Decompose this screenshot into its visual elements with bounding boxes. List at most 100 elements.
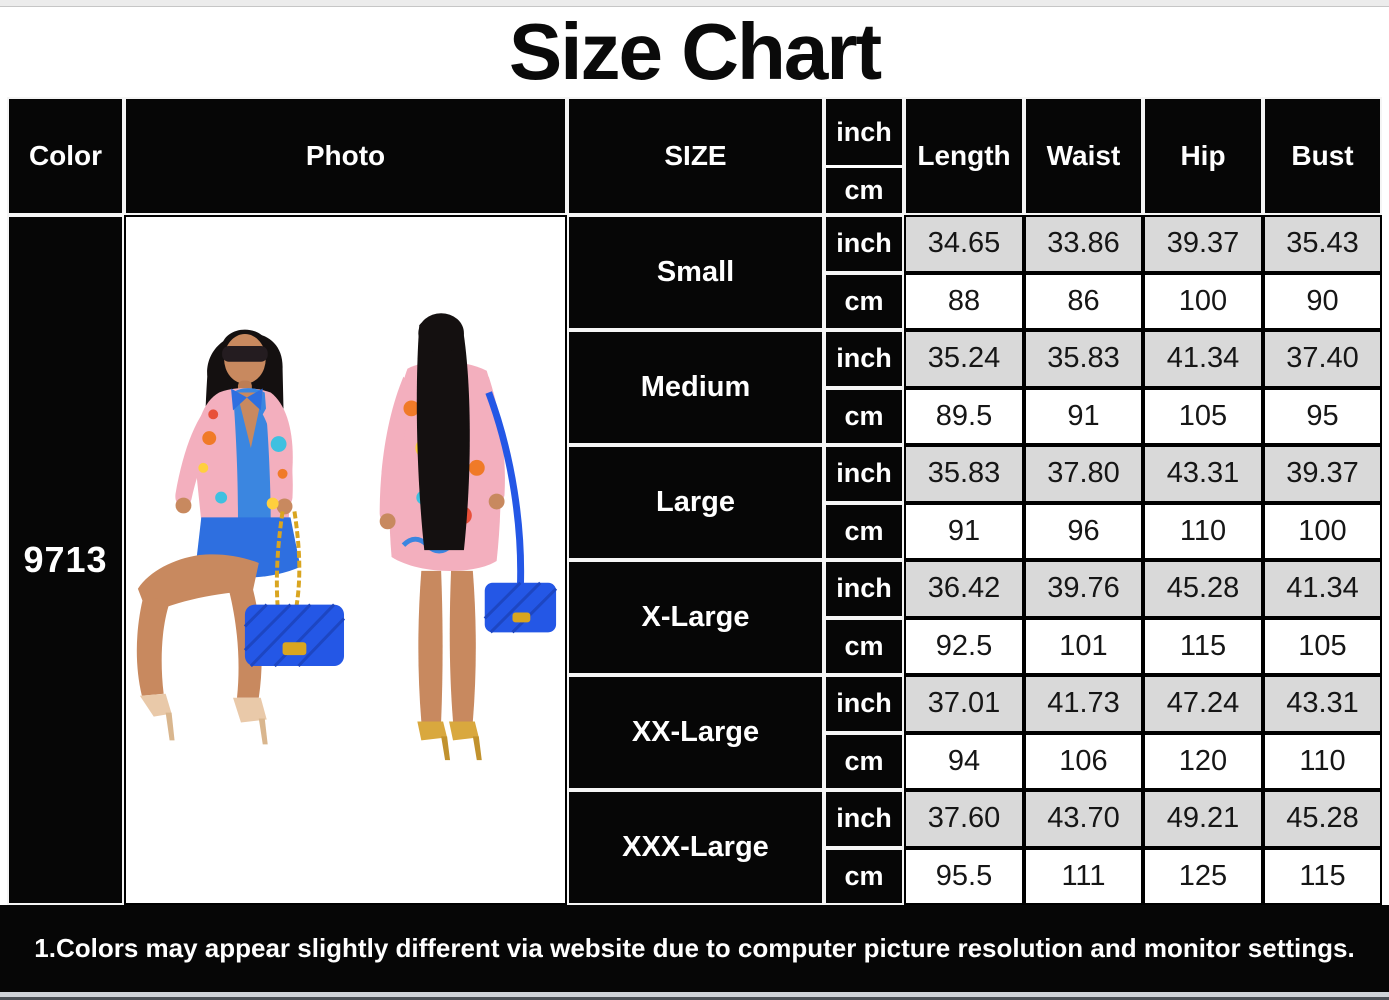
value-cell: 43.31 bbox=[1263, 675, 1382, 733]
header-unit-cm: cm bbox=[844, 175, 884, 206]
value-cell: 37.40 bbox=[1263, 330, 1382, 388]
value-cell: 49.21 bbox=[1143, 790, 1263, 848]
product-photo-illustration bbox=[136, 313, 558, 761]
value-cell: 39.37 bbox=[1263, 445, 1382, 503]
value-cell: 43.70 bbox=[1024, 790, 1143, 848]
sunglasses-icon bbox=[222, 345, 268, 362]
header-length: Length bbox=[904, 97, 1024, 215]
color-code-cell: 9713 bbox=[7, 215, 124, 905]
value-cell: 94 bbox=[904, 732, 1024, 790]
footer-note-band: 1.Colors may appear slightly different v… bbox=[0, 905, 1389, 992]
value-cell: 35.24 bbox=[904, 330, 1024, 388]
value-cell: 45.28 bbox=[1263, 790, 1382, 848]
value-cell: 110 bbox=[1143, 502, 1263, 560]
model-back-view bbox=[379, 313, 558, 761]
product-photo bbox=[124, 215, 567, 905]
header-color: Color bbox=[7, 97, 124, 215]
value-cell: 90 bbox=[1263, 272, 1382, 330]
size-label-large: Large bbox=[567, 445, 824, 560]
value-cell: 106 bbox=[1024, 732, 1143, 790]
value-cell: 115 bbox=[1143, 617, 1263, 675]
unit-label-inch: inch bbox=[824, 560, 904, 618]
sleeve-back-right bbox=[474, 376, 505, 503]
value-cell: 45.28 bbox=[1143, 560, 1263, 618]
unit-label-cm: cm bbox=[824, 732, 904, 790]
unit-label-cm: cm bbox=[824, 502, 904, 560]
legs-back-model bbox=[418, 570, 476, 722]
unit-label-inch: inch bbox=[824, 790, 904, 848]
header-hip: Hip bbox=[1143, 97, 1263, 215]
top-edge-strip bbox=[0, 0, 1389, 7]
value-cell: 43.31 bbox=[1143, 445, 1263, 503]
heels-front-model bbox=[139, 693, 268, 745]
value-cell: 89.5 bbox=[904, 387, 1024, 445]
size-label-x-large: X-Large bbox=[567, 560, 824, 675]
header-photo: Photo bbox=[124, 97, 567, 215]
value-cell: 41.34 bbox=[1263, 560, 1382, 618]
hand-back-right bbox=[488, 493, 505, 510]
unit-label-inch: inch bbox=[824, 215, 904, 273]
value-cell: 37.60 bbox=[904, 790, 1024, 848]
hand-back-left bbox=[379, 513, 396, 530]
footer-note: 1.Colors may appear slightly different v… bbox=[34, 932, 1355, 963]
value-cell: 110 bbox=[1263, 732, 1382, 790]
value-cell: 39.37 bbox=[1143, 215, 1263, 273]
value-cell: 35.83 bbox=[904, 445, 1024, 503]
size-label-small: Small bbox=[567, 215, 824, 330]
value-cell: 35.43 bbox=[1263, 215, 1382, 273]
unit-label-cm: cm bbox=[824, 272, 904, 330]
model-front-view bbox=[136, 329, 346, 745]
value-cell: 101 bbox=[1024, 617, 1143, 675]
header-waist: Waist bbox=[1024, 97, 1143, 215]
value-cell: 88 bbox=[904, 272, 1024, 330]
value-cell: 100 bbox=[1263, 502, 1382, 560]
unit-label-inch: inch bbox=[824, 330, 904, 388]
hand-left bbox=[175, 497, 192, 514]
value-cell: 91 bbox=[904, 502, 1024, 560]
value-cell: 92.5 bbox=[904, 617, 1024, 675]
shirt-print-front bbox=[198, 409, 288, 510]
value-cell: 47.24 bbox=[1143, 675, 1263, 733]
value-cell: 105 bbox=[1143, 387, 1263, 445]
value-cell: 100 bbox=[1143, 272, 1263, 330]
value-cell: 33.86 bbox=[1024, 215, 1143, 273]
value-cell: 36.42 bbox=[904, 560, 1024, 618]
unit-label-cm: cm bbox=[824, 387, 904, 445]
value-cell: 41.73 bbox=[1024, 675, 1143, 733]
value-cell: 34.65 bbox=[904, 215, 1024, 273]
value-cell: 105 bbox=[1263, 617, 1382, 675]
size-label-medium: Medium bbox=[567, 330, 824, 445]
value-cell: 35.83 bbox=[1024, 330, 1143, 388]
value-cell: 125 bbox=[1143, 847, 1263, 905]
hair-back-model bbox=[416, 313, 470, 551]
unit-label-inch: inch bbox=[824, 675, 904, 733]
size-label-xxx-large: XXX-Large bbox=[567, 790, 824, 905]
value-cell: 95 bbox=[1263, 387, 1382, 445]
value-cell: 95.5 bbox=[904, 847, 1024, 905]
header-unit-inch: inch bbox=[826, 99, 902, 169]
header-bust: Bust bbox=[1263, 97, 1382, 215]
hand-right bbox=[276, 498, 293, 515]
heels-back-model bbox=[417, 721, 482, 761]
value-cell: 111 bbox=[1024, 847, 1143, 905]
handbag-front-model bbox=[243, 511, 346, 668]
bottom-edge-strip bbox=[0, 992, 1389, 1000]
sleeve-left bbox=[175, 396, 228, 508]
value-cell: 120 bbox=[1143, 732, 1263, 790]
value-cell: 37.01 bbox=[904, 675, 1024, 733]
legs-front-model bbox=[136, 554, 262, 698]
header-size: SIZE bbox=[567, 97, 824, 215]
value-cell: 96 bbox=[1024, 502, 1143, 560]
header-unit: inch cm bbox=[824, 97, 904, 215]
value-cell: 86 bbox=[1024, 272, 1143, 330]
value-cell: 39.76 bbox=[1024, 560, 1143, 618]
unit-label-inch: inch bbox=[824, 445, 904, 503]
value-cell: 41.34 bbox=[1143, 330, 1263, 388]
title-band: Size Chart bbox=[0, 7, 1389, 97]
size-label-xx-large: XX-Large bbox=[567, 675, 824, 790]
handbag-back-model bbox=[483, 391, 558, 634]
page-title: Size Chart bbox=[508, 7, 882, 96]
unit-label-cm: cm bbox=[824, 617, 904, 675]
value-cell: 115 bbox=[1263, 847, 1382, 905]
